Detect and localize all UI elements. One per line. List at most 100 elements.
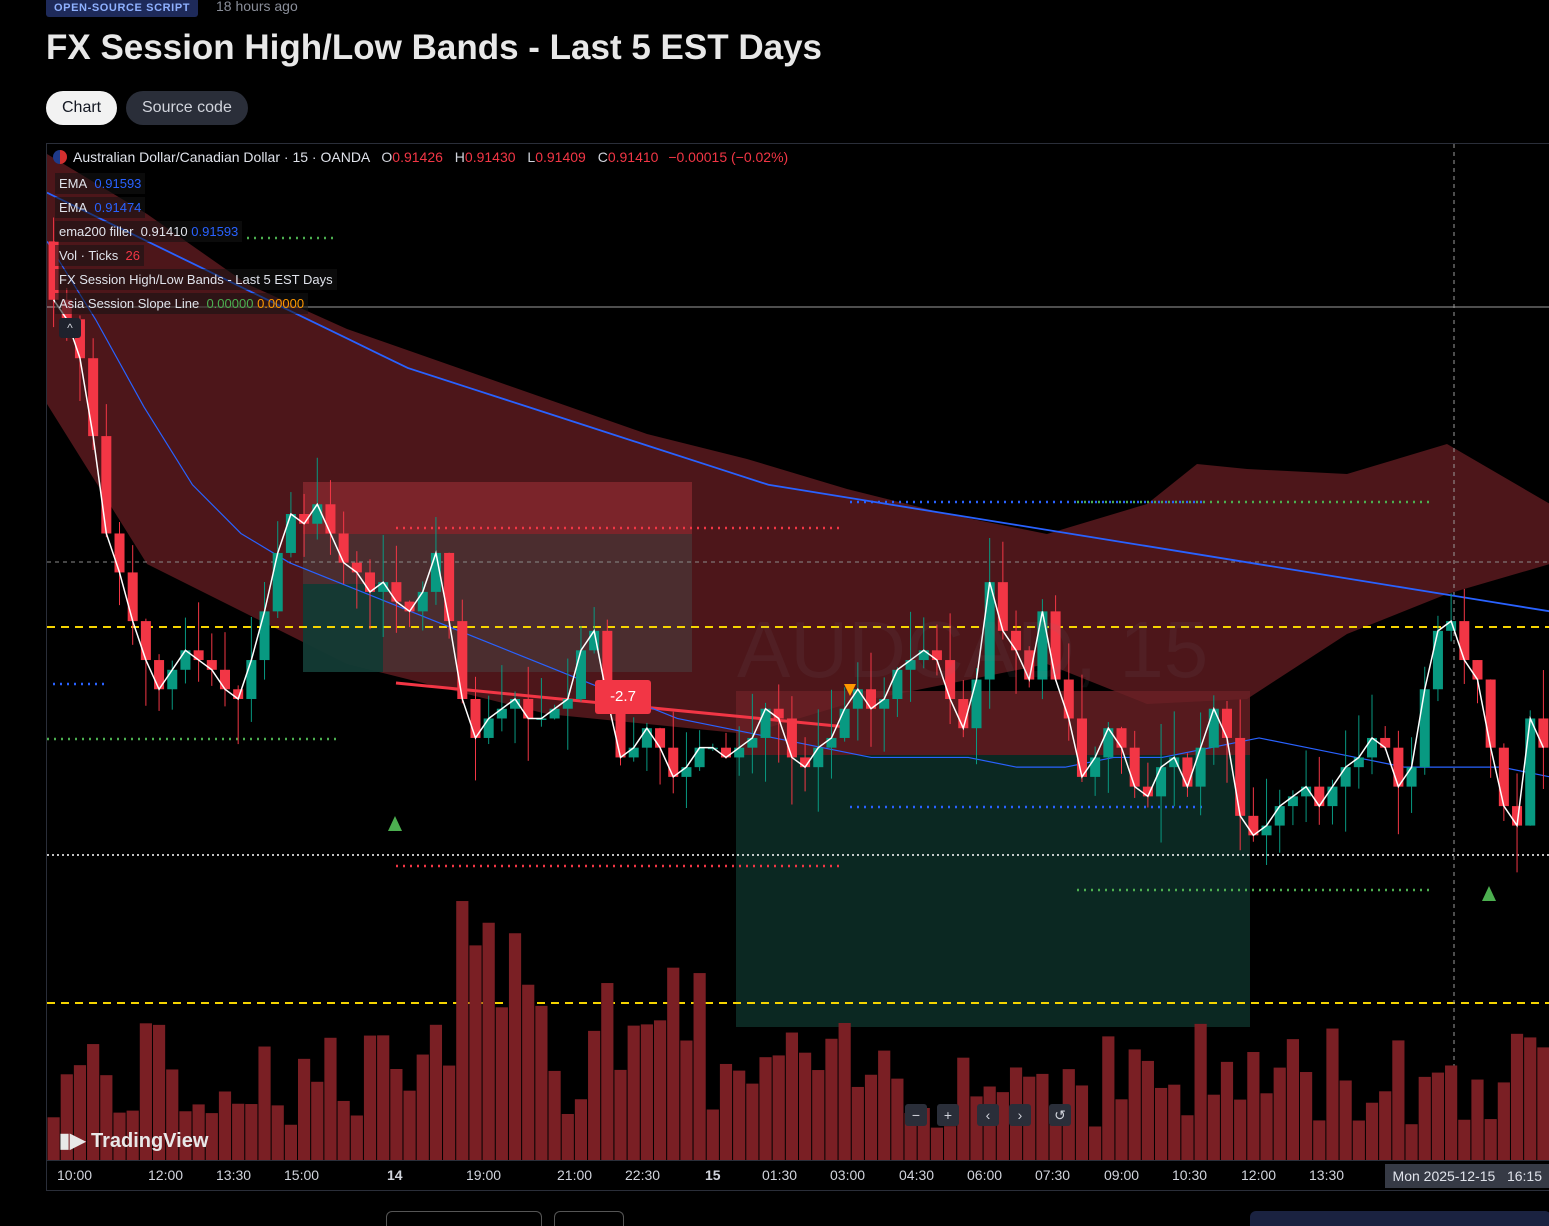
candle-body [695, 748, 705, 767]
legend-filler[interactable]: ema200 filler 0.91410 0.91593 [55, 221, 242, 242]
zoom-in-button[interactable]: + [937, 1104, 959, 1126]
candle-body [325, 504, 335, 533]
candle-body [391, 582, 401, 601]
legend-filler-v1: 0.91410 [141, 224, 188, 239]
candle-body [246, 660, 256, 699]
legend-ema-2[interactable]: EMA 0.91474 [55, 197, 145, 218]
volume-bar [1234, 1100, 1246, 1160]
time-tick: 12:00 [148, 1167, 183, 1183]
candle-body [1327, 787, 1337, 806]
volume-bar [1076, 1085, 1088, 1160]
volume-bar [707, 1110, 719, 1160]
bottom-toolbar-stub[interactable] [386, 1211, 542, 1226]
tab-source-code[interactable]: Source code [126, 91, 248, 125]
volume-bar [48, 1117, 60, 1160]
volume-bar [1155, 1088, 1167, 1160]
volume-bar [680, 1041, 692, 1160]
candle-body [734, 748, 744, 758]
time-tick: 07:30 [1035, 1167, 1070, 1183]
time-tick: 04:30 [899, 1167, 934, 1183]
candle-body [1472, 660, 1482, 679]
volume-bar [733, 1071, 745, 1160]
slope-value-label: -2.7 [595, 680, 651, 714]
volume-bar [1050, 1123, 1062, 1160]
volume-bar [1260, 1093, 1272, 1160]
legend-slope-v1: 0.00000 [206, 296, 253, 311]
legend-ema-2-name: EMA [59, 200, 87, 215]
volume-bar [562, 1114, 574, 1160]
candle-body [1433, 631, 1443, 689]
candle-body [1262, 826, 1272, 836]
volume-bar [1353, 1121, 1365, 1160]
candle-body [1156, 767, 1166, 796]
reset-chart-button[interactable]: ↺ [1049, 1104, 1071, 1126]
candle-body [1407, 767, 1417, 786]
scroll-right-button[interactable]: › [1009, 1104, 1031, 1126]
low-value: 0.91409 [535, 149, 586, 165]
candle-body [1182, 757, 1192, 786]
tab-chart[interactable]: Chart [46, 91, 117, 125]
collapse-legend-button[interactable]: ^ [59, 318, 81, 338]
volume-bar [997, 1092, 1009, 1160]
high-value: 0.91430 [465, 149, 516, 165]
time-tick: 14 [387, 1167, 403, 1183]
candle-body [141, 621, 151, 660]
volume-bar [746, 1084, 758, 1160]
volume-bar [1195, 1024, 1207, 1160]
time-ago: 18 hours ago [216, 0, 298, 14]
candle-body [1090, 757, 1100, 776]
candle-body [497, 709, 507, 719]
tradingview-logo[interactable]: ▮▶ TradingView [59, 1128, 208, 1153]
volume-bar [839, 1023, 851, 1160]
volume-bar [641, 1024, 653, 1160]
volume-bar [720, 1064, 732, 1160]
page-title: FX Session High/Low Bands - Last 5 EST D… [46, 28, 822, 68]
scroll-left-button[interactable]: ‹ [977, 1104, 999, 1126]
legend-bands[interactable]: FX Session High/Low Bands - Last 5 EST D… [55, 269, 337, 290]
zoom-out-button[interactable]: − [905, 1104, 927, 1126]
volume-bar [1287, 1039, 1299, 1160]
volume-bar [1274, 1068, 1286, 1160]
candle-body [484, 718, 494, 737]
time-tick: 10:30 [1172, 1167, 1207, 1183]
exchange: OANDA [320, 149, 369, 165]
volume-bar [865, 1075, 877, 1160]
volume-bar [311, 1082, 323, 1160]
candle-body [1354, 757, 1364, 767]
volume-bar [1537, 1047, 1549, 1160]
volume-bar [1089, 1126, 1101, 1160]
volume-bar [614, 1070, 626, 1160]
volume-bar [1511, 1034, 1523, 1160]
legend-slope[interactable]: Asia Session Slope Line 0.00000 0.00000 [55, 293, 308, 314]
candle-body [1275, 806, 1285, 825]
volume-bar [759, 1057, 771, 1160]
bottom-toolbar-stub[interactable] [554, 1211, 624, 1226]
candle-body [1130, 748, 1140, 787]
volume-bar [628, 1026, 640, 1160]
time-axis[interactable]: 10:00 12:00 13:30 15:00 14 19:00 21:00 2… [47, 1160, 1549, 1191]
interval: 15 [292, 149, 308, 165]
candle-body [352, 563, 362, 573]
volume-bar [338, 1101, 350, 1160]
chart-panel[interactable]: AUDCAD, 15 -2.7 Australian Dollar/Canadi… [46, 143, 1549, 1191]
open-source-badge: OPEN-SOURCE SCRIPT [46, 0, 198, 17]
asia-box-2-lower [736, 755, 1250, 1027]
candle-body [1525, 718, 1535, 825]
candle-body [1288, 796, 1298, 806]
legend-filler-v2: 0.91593 [191, 224, 238, 239]
candle-body [747, 738, 757, 748]
volume-bar [1313, 1120, 1325, 1160]
symbol-legend[interactable]: Australian Dollar/Canadian Dollar · 15 ·… [53, 149, 788, 165]
volume-bar [496, 1007, 508, 1160]
candle-body [167, 670, 177, 689]
volume-bar [1498, 1082, 1510, 1160]
tv-icon: ▮▶ [59, 1130, 91, 1152]
close-value: 0.91410 [608, 149, 659, 165]
volume-bar [1142, 1061, 1154, 1160]
volume-bar [891, 1079, 903, 1160]
volume-bar [1300, 1072, 1312, 1160]
legend-ema-1[interactable]: EMA 0.91593 [55, 173, 145, 194]
bottom-panel-stub[interactable] [1250, 1211, 1549, 1226]
legend-volume[interactable]: Vol · Ticks 26 [55, 245, 144, 266]
volume-bar [601, 983, 613, 1160]
